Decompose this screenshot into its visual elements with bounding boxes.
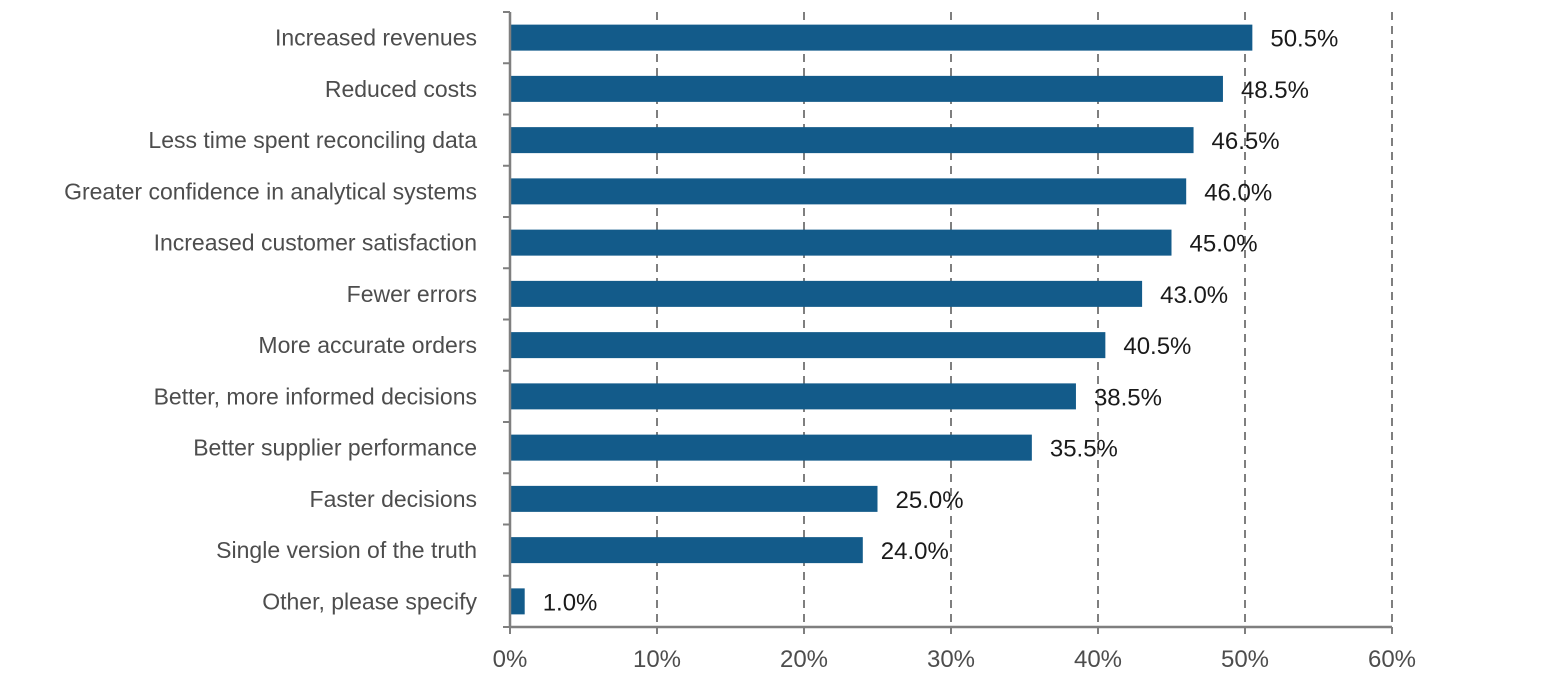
value-label: 40.5% <box>1123 333 1191 360</box>
bar-less-time-spent-reconciling-data <box>510 127 1194 154</box>
bar-more-accurate-orders <box>510 332 1106 359</box>
value-label: 45.0% <box>1190 231 1258 258</box>
x-tick-label: 20% <box>780 646 828 673</box>
category-label: Better, more informed decisions <box>154 383 477 409</box>
value-label: 24.0% <box>881 538 949 565</box>
value-label: 38.5% <box>1094 384 1162 411</box>
bar-faster-decisions <box>510 485 878 512</box>
value-label: 48.5% <box>1241 77 1309 104</box>
category-label: Increased customer satisfaction <box>154 230 477 256</box>
value-label: 46.0% <box>1204 179 1272 206</box>
bar-single-version-of-the-truth <box>510 537 863 564</box>
bar-greater-confidence-in-analytical-systems <box>510 178 1187 205</box>
value-label: 43.0% <box>1160 282 1228 309</box>
category-label: Other, please specify <box>262 588 477 614</box>
x-tick-label: 50% <box>1221 646 1269 673</box>
category-label: More accurate orders <box>258 332 477 358</box>
grid-lines <box>656 12 1393 627</box>
bar-fewer-errors <box>510 280 1143 307</box>
category-label: Greater confidence in analytical systems <box>64 178 477 204</box>
x-tick-label: 40% <box>1074 646 1122 673</box>
axes <box>503 11 1393 634</box>
category-label: Reduced costs <box>325 76 477 102</box>
bars <box>510 24 1253 615</box>
labels: Increased revenues 50.5% Reduced costs 48.5… <box>64 25 1416 673</box>
x-tick-label: 10% <box>633 646 681 673</box>
category-label: Less time spent reconciling data <box>148 127 477 153</box>
value-label: 1.0% <box>543 589 598 616</box>
value-label: 46.5% <box>1212 128 1280 155</box>
category-label: Faster decisions <box>310 486 477 512</box>
x-tick-label: 0% <box>493 646 528 673</box>
bar-better-supplier-performance <box>510 434 1032 461</box>
category-label: Fewer errors <box>347 281 477 307</box>
x-tick-label: 60% <box>1368 646 1416 673</box>
bar-increased-revenues <box>510 24 1253 51</box>
value-label: 35.5% <box>1050 436 1118 463</box>
value-label: 25.0% <box>896 487 964 514</box>
category-label: Single version of the truth <box>216 537 477 563</box>
category-label: Increased revenues <box>275 25 477 51</box>
bar-reduced-costs <box>510 75 1223 102</box>
category-label: Better supplier performance <box>193 435 477 461</box>
bar-better-more-informed-decisions <box>510 383 1076 410</box>
x-tick-label: 30% <box>927 646 975 673</box>
value-label: 50.5% <box>1270 26 1338 53</box>
bar-other-please-specify <box>510 588 525 615</box>
bar-increased-customer-satisfaction <box>510 229 1172 256</box>
